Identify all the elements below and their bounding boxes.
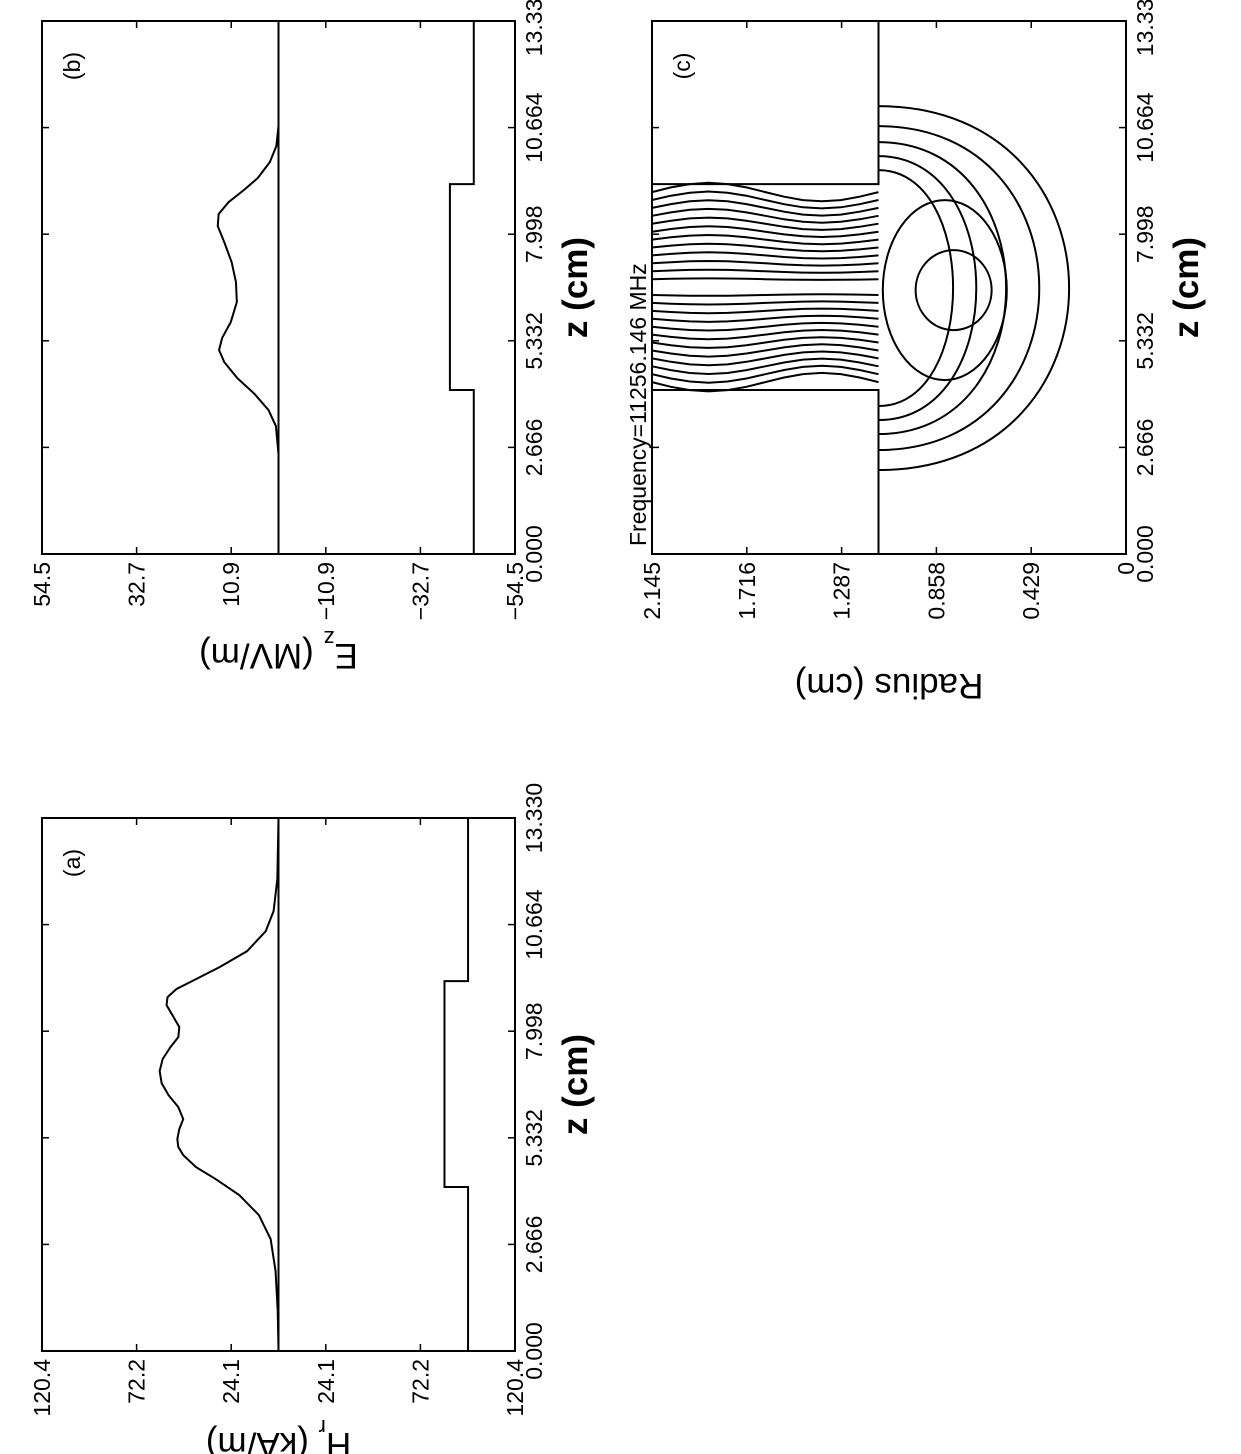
x-tick-label: 5.332 bbox=[521, 312, 547, 370]
x-tick-label: 0.000 bbox=[1132, 525, 1158, 583]
contour-line bbox=[651, 314, 879, 323]
contour-line bbox=[651, 181, 879, 203]
cavity-boundary bbox=[651, 21, 880, 554]
contour-line bbox=[651, 277, 879, 281]
y-tick-label: 0.858 bbox=[923, 562, 949, 620]
y-tick-label: 32.7 bbox=[124, 562, 150, 607]
contour-line bbox=[878, 169, 954, 408]
contour-line bbox=[651, 207, 879, 224]
x-tick-label: 10.664 bbox=[521, 889, 547, 960]
contour-line bbox=[651, 364, 879, 384]
x-tick-label: 2.666 bbox=[1132, 419, 1158, 477]
contour-line bbox=[651, 343, 879, 358]
contour-line bbox=[651, 233, 879, 246]
y-axis-label: Ez (MV/m) bbox=[199, 627, 358, 676]
y-tick-label: 0 bbox=[1113, 562, 1139, 575]
x-tick-label: 7.998 bbox=[521, 205, 547, 263]
x-tick-label: 5.332 bbox=[521, 1109, 547, 1167]
x-tick-label: 2.666 bbox=[521, 419, 547, 477]
panel-c: 0.000 2.666 5.332 7.998 10.664 13.330 z (cm) 2.… bbox=[625, 0, 1206, 705]
x-tick-label: 0.000 bbox=[521, 1322, 547, 1380]
field-curve bbox=[158, 817, 280, 1352]
y-tick-label: 24.1 bbox=[218, 1359, 244, 1404]
y-tick-label: 0.429 bbox=[1018, 562, 1044, 620]
x-tick-label: 13.330 bbox=[521, 783, 547, 853]
panel-label: (a) bbox=[59, 849, 85, 877]
x-axis-label: z (cm) bbox=[556, 1034, 595, 1135]
y-tick-label: 120.4 bbox=[29, 1359, 55, 1417]
contour-line bbox=[878, 105, 1071, 472]
contour-line bbox=[878, 125, 1041, 452]
panel-b: 0.000 2.666 5.332 7.998 10.664 13.330 z (cm) 54… bbox=[29, 0, 595, 675]
x-tick-label: 2.666 bbox=[521, 1216, 547, 1274]
y-tick-label: −10.9 bbox=[313, 562, 339, 620]
y-tick-label: 1.287 bbox=[829, 562, 855, 620]
y-tick-label: 54.5 bbox=[29, 562, 55, 607]
y-tick-label: 1.716 bbox=[734, 562, 760, 620]
contour-line bbox=[651, 371, 879, 393]
contour-line bbox=[651, 328, 879, 341]
y-axis-label: Hr (kA/m) bbox=[206, 1416, 351, 1454]
x-axis-label: z (cm) bbox=[1167, 237, 1206, 338]
contour-line bbox=[651, 300, 879, 306]
y-axis-label: Radius (cm) bbox=[795, 666, 984, 705]
panel-label: (c) bbox=[669, 53, 695, 80]
contour-line bbox=[651, 225, 879, 239]
contour-loop bbox=[914, 249, 993, 332]
y-tick-label: 24.1 bbox=[313, 1359, 339, 1404]
cavity-profile bbox=[443, 818, 470, 1351]
y-tick-label: −32.7 bbox=[407, 562, 433, 620]
y-tick-label: 2.145 bbox=[639, 562, 665, 620]
x-tick-label: 10.664 bbox=[1132, 92, 1158, 163]
contour-line bbox=[651, 357, 879, 376]
frequency-annotation: Frequency=11256.146 MHz bbox=[625, 263, 651, 546]
x-tick-label: 7.998 bbox=[521, 1002, 547, 1060]
field-curve bbox=[216, 21, 280, 554]
y-tick-label: 10.9 bbox=[218, 562, 244, 607]
contour-line bbox=[651, 199, 879, 217]
contour-line bbox=[651, 216, 879, 231]
x-axis-label: z (cm) bbox=[556, 237, 595, 338]
contour-line bbox=[651, 268, 879, 274]
contour-line bbox=[651, 307, 879, 315]
contour-line bbox=[651, 242, 879, 253]
y-tick-label: 120.4 bbox=[502, 1359, 528, 1417]
contour-line bbox=[651, 321, 879, 332]
contour-line bbox=[651, 190, 879, 210]
x-tick-label: 5.332 bbox=[1132, 312, 1158, 370]
panel-a: 0.000 2.666 5.332 7.998 10.664 13.330 z (cm) 12… bbox=[29, 783, 595, 1454]
y-tick-label: −54.5 bbox=[502, 562, 528, 620]
contour-line bbox=[651, 350, 879, 367]
contour-line bbox=[651, 251, 879, 260]
x-tick-label: 7.998 bbox=[1132, 205, 1158, 263]
x-tick-label: 10.664 bbox=[521, 92, 547, 163]
cavity-profile bbox=[448, 21, 475, 554]
contour-line bbox=[878, 155, 978, 422]
x-tick-label: 13.330 bbox=[1132, 0, 1158, 56]
y-tick-label: 72.2 bbox=[124, 1359, 150, 1404]
contour-line bbox=[651, 336, 879, 349]
x-tick-label: 0.000 bbox=[521, 525, 547, 583]
y-tick-label: 72.2 bbox=[407, 1359, 433, 1404]
contour-line bbox=[651, 293, 879, 297]
contour-loop bbox=[881, 199, 1008, 382]
x-tick-label: 13.330 bbox=[521, 0, 547, 56]
panel-label: (b) bbox=[59, 52, 85, 80]
contour-line bbox=[651, 259, 879, 267]
plot-frame bbox=[651, 20, 1127, 555]
